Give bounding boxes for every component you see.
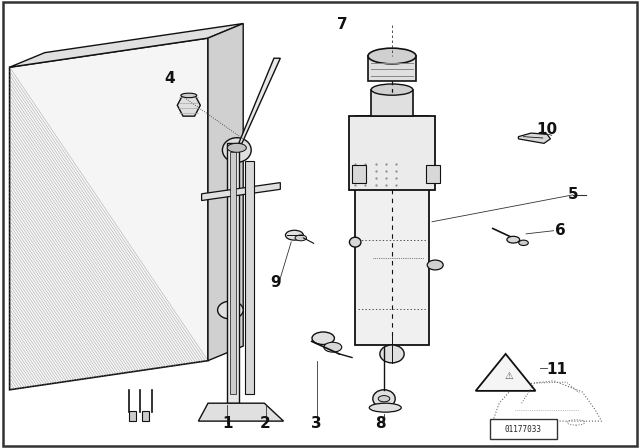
Ellipse shape <box>312 332 334 345</box>
Bar <box>371 90 413 116</box>
Text: 11: 11 <box>547 362 567 377</box>
Text: 8: 8 <box>376 416 386 431</box>
Text: 9: 9 <box>270 275 280 290</box>
Ellipse shape <box>428 260 444 270</box>
Text: 4: 4 <box>164 71 175 86</box>
Ellipse shape <box>349 237 361 247</box>
Polygon shape <box>518 133 550 143</box>
Bar <box>355 116 429 345</box>
Ellipse shape <box>227 143 246 152</box>
Polygon shape <box>208 23 243 361</box>
Text: 2: 2 <box>260 416 271 431</box>
Ellipse shape <box>324 342 342 352</box>
Bar <box>490 419 557 439</box>
Text: 7: 7 <box>337 17 348 32</box>
Text: 3: 3 <box>312 416 322 431</box>
Text: ⚠: ⚠ <box>504 371 513 381</box>
Ellipse shape <box>371 84 413 95</box>
Ellipse shape <box>519 240 528 246</box>
Text: 6: 6 <box>555 223 565 238</box>
Ellipse shape <box>218 301 243 319</box>
Polygon shape <box>202 183 280 201</box>
Ellipse shape <box>380 345 404 363</box>
Text: 10: 10 <box>536 122 558 138</box>
Ellipse shape <box>295 235 307 241</box>
Ellipse shape <box>223 138 252 162</box>
Text: 5: 5 <box>568 187 578 202</box>
Bar <box>245 161 254 394</box>
Ellipse shape <box>368 48 416 64</box>
Bar <box>426 165 440 183</box>
Ellipse shape <box>369 403 401 412</box>
Polygon shape <box>476 354 536 391</box>
Polygon shape <box>10 23 243 67</box>
Bar <box>227 143 239 403</box>
Ellipse shape <box>285 230 303 240</box>
Text: 01177033: 01177033 <box>504 425 541 434</box>
Bar <box>129 411 136 421</box>
Bar <box>368 56 416 81</box>
Polygon shape <box>10 38 208 390</box>
Polygon shape <box>198 403 284 421</box>
Text: 1: 1 <box>222 416 232 431</box>
Polygon shape <box>177 95 200 116</box>
Bar <box>141 411 149 421</box>
Ellipse shape <box>507 237 520 243</box>
Ellipse shape <box>180 93 197 98</box>
Ellipse shape <box>378 396 390 402</box>
Bar <box>230 152 236 394</box>
Bar <box>352 165 366 183</box>
Polygon shape <box>239 58 280 143</box>
Ellipse shape <box>372 390 396 408</box>
Bar <box>349 116 435 190</box>
